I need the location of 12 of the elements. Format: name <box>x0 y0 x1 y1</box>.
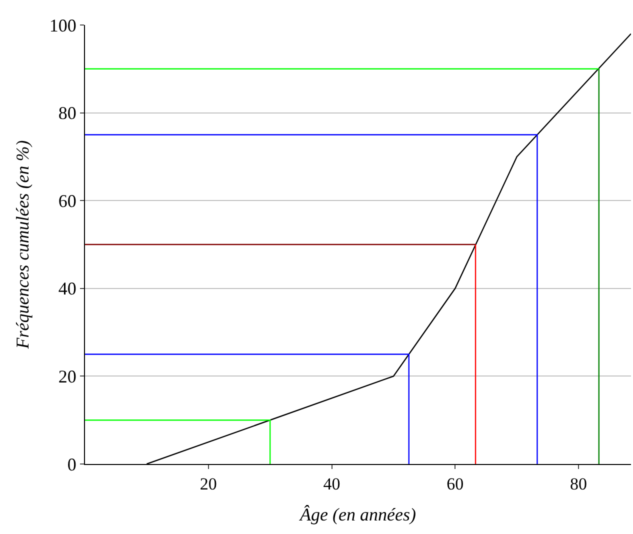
y-axis-title: Fréquences cumulées (en %) <box>12 140 33 350</box>
y-tick-label: 100 <box>49 15 76 36</box>
x-tick-label: 40 <box>323 474 340 494</box>
x-axis-title: Âge (en années) <box>299 504 416 524</box>
x-tick-label: 20 <box>200 474 217 494</box>
y-tick-label: 80 <box>58 103 76 124</box>
y-tick-label: 20 <box>58 366 76 386</box>
x-tick-label: 80 <box>570 474 588 494</box>
y-tick-label: 40 <box>58 278 76 299</box>
x-tick-label: 60 <box>446 474 464 494</box>
y-tick-label: 0 <box>67 454 76 474</box>
y-tick-label: 60 <box>58 190 76 211</box>
